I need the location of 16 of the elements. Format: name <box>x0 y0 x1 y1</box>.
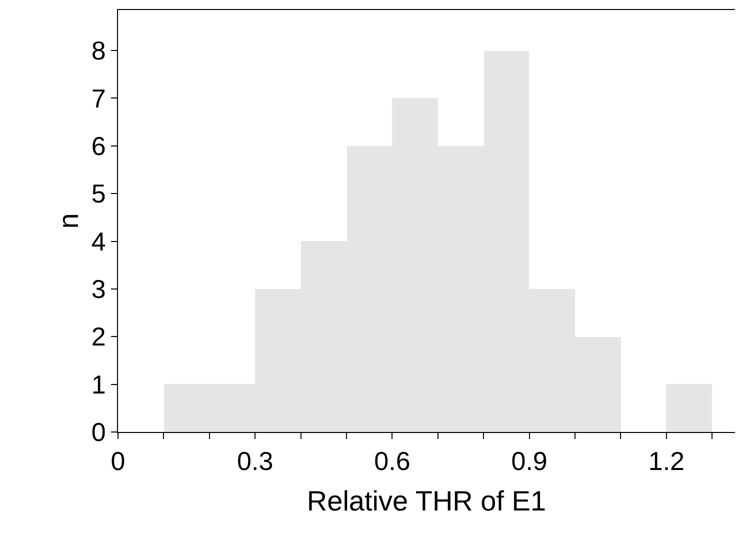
y-tick-label: 1 <box>91 369 106 400</box>
x-axis-title: Relative THR of E1 <box>306 485 546 516</box>
y-tick-label: 2 <box>91 322 106 352</box>
x-tick-label: 1.2 <box>648 446 685 476</box>
x-tick-label: 0.3 <box>237 446 274 476</box>
y-tick-label: 4 <box>91 226 106 256</box>
y-axis-title: n <box>53 213 84 229</box>
x-tick-label: 0.9 <box>511 446 548 476</box>
y-tick-label: 3 <box>91 274 106 304</box>
y-tick-label: 0 <box>91 417 106 448</box>
x-tick-label: 0 <box>110 446 126 476</box>
x-tick-label: 0.6 <box>374 446 410 476</box>
y-tick-label: 6 <box>91 131 106 161</box>
y-tick-label: 8 <box>91 36 106 66</box>
y-tick-label: 5 <box>91 178 106 209</box>
y-tick-label: 7 <box>91 83 106 114</box>
